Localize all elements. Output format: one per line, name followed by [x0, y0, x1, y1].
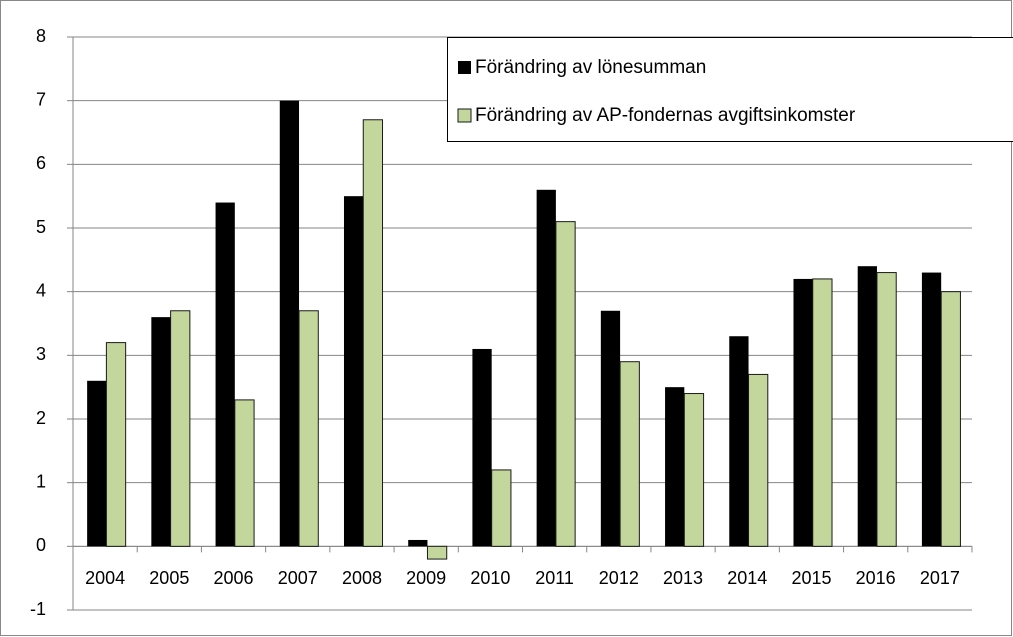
x-tick-label: 2011: [535, 568, 574, 588]
legend-swatch: [458, 61, 471, 74]
bar: [343, 196, 364, 547]
bar: [555, 221, 576, 547]
bar: [619, 361, 640, 547]
bar: [105, 342, 127, 547]
legend-swatch: [457, 108, 472, 123]
bar: [215, 202, 235, 547]
bar: [921, 272, 942, 547]
bar: [600, 310, 621, 547]
legend-box: [447, 37, 1013, 142]
bar: [683, 393, 705, 547]
bar: [665, 387, 685, 547]
x-tick-label: 2010: [470, 568, 510, 588]
bar: [298, 310, 319, 547]
bar: [876, 272, 897, 547]
bar: [536, 189, 556, 547]
bar: [234, 399, 255, 547]
bar: [87, 380, 107, 547]
bar: [491, 469, 512, 547]
y-tick-label: 0: [36, 535, 46, 555]
bar: [793, 278, 813, 547]
x-tick-label: 2007: [278, 568, 318, 588]
x-tick-label: 2009: [406, 568, 446, 588]
bar: [812, 278, 833, 547]
x-tick-label: 2014: [727, 568, 767, 588]
y-tick-label: 1: [36, 471, 46, 491]
bar: [151, 317, 171, 547]
bar: [408, 539, 428, 547]
y-tick-label: 7: [36, 89, 46, 109]
y-tick-label: 3: [36, 344, 46, 364]
bar: [426, 545, 448, 560]
y-tick-label: 6: [36, 153, 46, 173]
x-tick-label: 2017: [920, 568, 960, 588]
bar: [748, 373, 769, 547]
y-tick-label: 4: [36, 280, 46, 300]
bar: [729, 336, 749, 547]
bar: [279, 100, 300, 547]
legend-label: Förändring av AP-fondernas avgiftsinkoms…: [475, 105, 856, 126]
x-tick-label: 2015: [791, 568, 831, 588]
bar: [940, 291, 961, 547]
x-tick-label: 2005: [149, 568, 189, 588]
y-tick-label: 8: [36, 26, 46, 46]
x-tick-label: 2004: [85, 568, 125, 588]
x-tick-label: 2006: [214, 568, 254, 588]
x-tick-label: 2008: [342, 568, 382, 588]
bar: [857, 266, 877, 547]
y-tick-label: 5: [36, 217, 46, 237]
y-tick-label: 2: [36, 408, 46, 428]
bar: [170, 310, 191, 547]
x-tick-label: 2013: [663, 568, 703, 588]
x-tick-label: 2016: [856, 568, 896, 588]
legend-label: Förändring av lönesumman: [475, 57, 706, 78]
y-tick-label: -1: [30, 599, 46, 619]
bar: [362, 119, 384, 547]
x-tick-label: 2012: [599, 568, 639, 588]
bar: [472, 348, 492, 547]
